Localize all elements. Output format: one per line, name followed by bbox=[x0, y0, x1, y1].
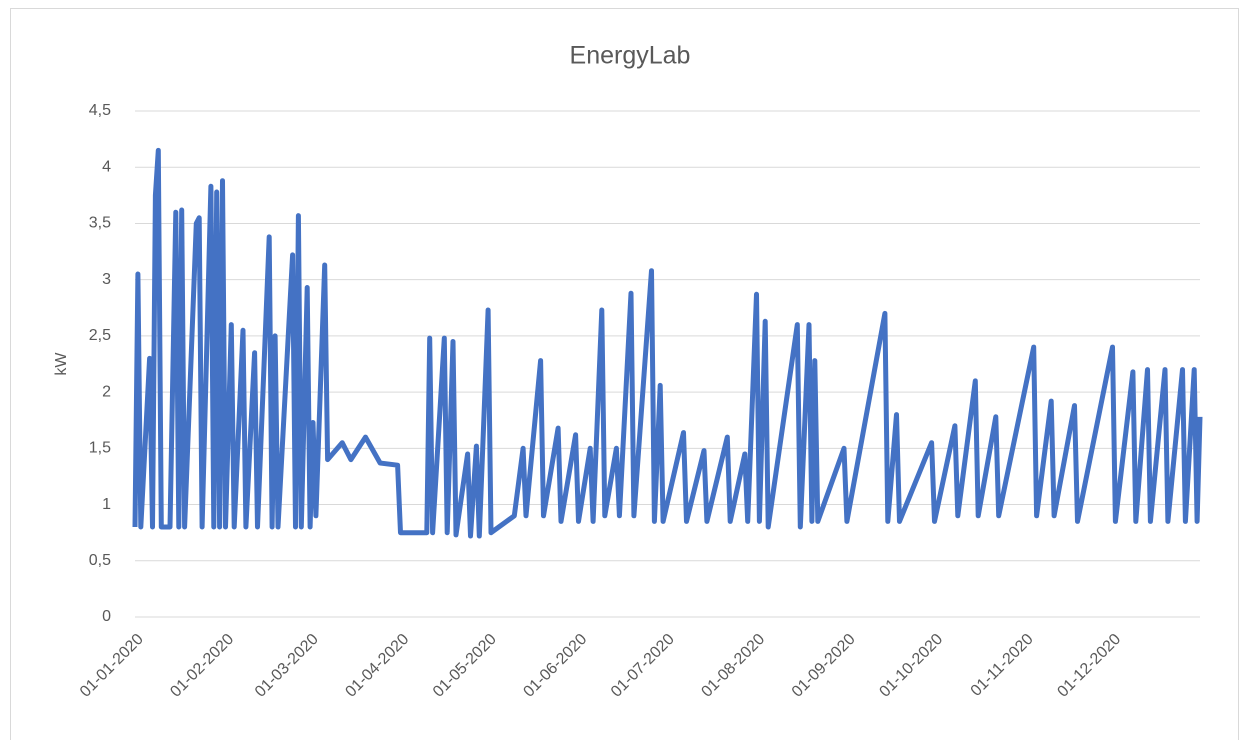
x-tick-label: 01-07-2020 bbox=[608, 631, 678, 701]
x-tick-label: 01-09-2020 bbox=[789, 631, 859, 701]
y-tick-label: 1,5 bbox=[89, 440, 111, 457]
y-tick-label: 4,5 bbox=[89, 102, 111, 119]
y-axis-label: kW bbox=[53, 352, 70, 376]
data-line bbox=[132, 147, 1203, 539]
y-tick-label: 2 bbox=[102, 383, 111, 400]
x-tick-label: 01-11-2020 bbox=[968, 631, 1037, 700]
x-tick-label: 01-03-2020 bbox=[252, 631, 322, 701]
x-tick-label: 01-01-2020 bbox=[77, 631, 147, 701]
y-tick-label: 2,5 bbox=[89, 327, 111, 344]
y-tick-label: 0 bbox=[102, 608, 111, 625]
x-tick-label: 01-02-2020 bbox=[167, 631, 237, 701]
x-tick-label: 01-12-2020 bbox=[1054, 631, 1124, 701]
x-tick-label: 01-04-2020 bbox=[342, 631, 412, 701]
y-tick-label: 3,5 bbox=[89, 215, 111, 232]
y-tick-label: 1 bbox=[102, 496, 111, 513]
y-tick-label: 4 bbox=[102, 158, 111, 175]
x-tick-label: 01-10-2020 bbox=[876, 631, 946, 701]
chart-title: EnergyLab bbox=[570, 42, 691, 70]
y-tick-label: 0,5 bbox=[89, 552, 111, 569]
x-tick-label: 01-05-2020 bbox=[430, 631, 500, 701]
y-tick-label: 3 bbox=[102, 271, 111, 288]
x-tick-label: 01-06-2020 bbox=[520, 631, 590, 701]
x-tick-label: 01-08-2020 bbox=[698, 631, 768, 701]
